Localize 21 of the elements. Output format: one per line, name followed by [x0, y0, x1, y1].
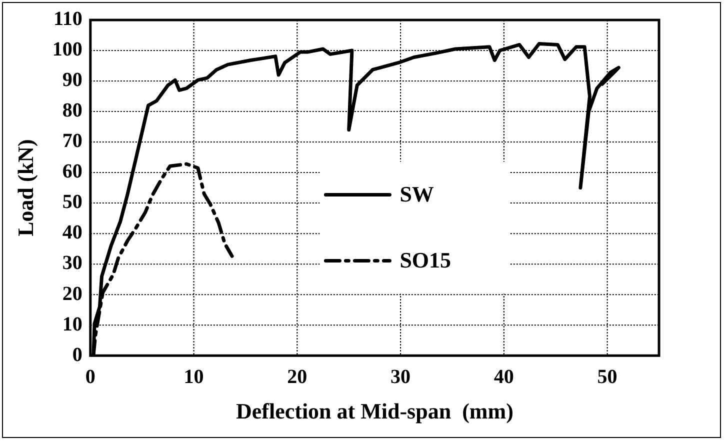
- y-tick-label: 60: [62, 160, 82, 183]
- x-tick-label: 40: [494, 366, 514, 388]
- x-axis-title: Deflection at Mid-span (mm): [236, 398, 514, 424]
- x-tick-label: 50: [597, 366, 618, 388]
- legend-label: SW: [400, 181, 434, 206]
- y-tick-label: 100: [52, 38, 82, 61]
- y-tick-label: 90: [62, 69, 82, 92]
- y-tick-label: 50: [62, 191, 82, 214]
- y-tick-label: 10: [62, 313, 82, 336]
- y-tick-label: 110: [53, 8, 82, 30]
- x-tick-label: 10: [184, 366, 204, 388]
- y-axis-title: Load (kN): [12, 139, 38, 236]
- x-tick-label: 30: [390, 366, 411, 388]
- y-tick-label: 70: [62, 130, 82, 152]
- y-tick-label: 40: [62, 222, 82, 244]
- y-tick-label: 80: [62, 100, 82, 122]
- y-tick-label: 0: [72, 344, 82, 366]
- legend-label: SO15: [400, 247, 452, 272]
- x-tick-label: 20: [287, 366, 308, 388]
- y-tick-label: 20: [62, 282, 82, 305]
- y-tick-label: 30: [62, 252, 82, 274]
